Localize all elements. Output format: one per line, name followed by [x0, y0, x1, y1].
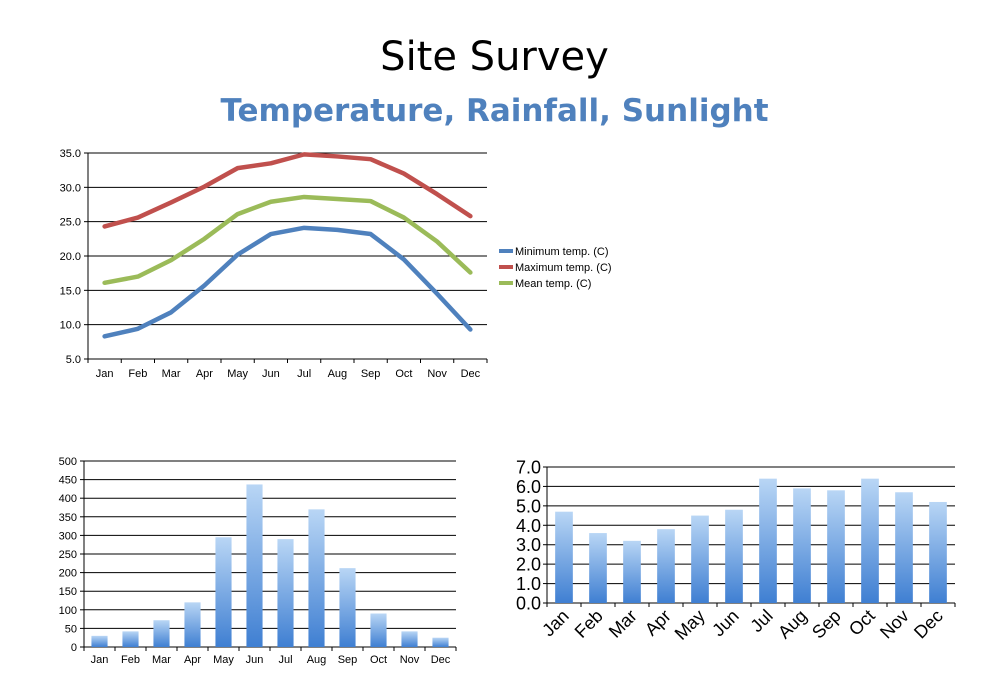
x-tick-label: Feb: [121, 654, 140, 666]
x-tick-label: Sep: [338, 654, 358, 666]
bar: [246, 484, 263, 647]
x-tick-label: Sep: [361, 368, 381, 380]
x-tick-label: Oct: [845, 606, 879, 640]
bar: [691, 515, 709, 603]
series-line: [102, 152, 473, 229]
x-tick-label: Mar: [152, 654, 171, 666]
x-tick-label: May: [227, 368, 248, 380]
x-tick-label: Oct: [370, 654, 387, 666]
x-tick-label: Nov: [400, 654, 420, 666]
x-tick-label: Jul: [278, 654, 292, 666]
y-tick-label: 20.0: [60, 251, 81, 263]
bar: [895, 492, 913, 603]
x-tick-label: Mar: [605, 606, 641, 642]
y-tick-label: 4.0: [516, 516, 541, 536]
x-tick-label: Jan: [538, 606, 573, 641]
y-tick-label: 35.0: [60, 148, 81, 160]
bar: [725, 509, 743, 603]
bar: [308, 509, 325, 647]
page-title: Site Survey: [380, 34, 609, 80]
bar: [339, 568, 356, 647]
x-tick-label: Jul: [297, 368, 311, 380]
y-tick-label: 0: [71, 642, 77, 654]
bar: [370, 613, 387, 647]
page-subtitle: Temperature, Rainfall, Sunlight: [220, 93, 769, 129]
y-tick-label: 10.0: [60, 320, 81, 332]
x-tick-label: Jun: [708, 606, 743, 641]
bar: [215, 537, 232, 647]
x-tick-label: Mar: [162, 368, 181, 380]
y-tick-label: 350: [59, 512, 77, 524]
x-tick-label: Jun: [262, 368, 280, 380]
y-tick-label: 5.0: [66, 354, 81, 366]
y-tick-label: 500: [59, 456, 77, 468]
x-tick-label: Nov: [876, 606, 913, 643]
series-line: [102, 225, 473, 339]
x-tick-label: Jan: [96, 368, 114, 380]
x-tick-label: Aug: [307, 654, 327, 666]
bar: [589, 533, 607, 603]
y-tick-label: 30.0: [60, 182, 81, 194]
x-tick-label: May: [213, 654, 234, 666]
y-tick-label: 450: [59, 475, 77, 487]
bar: [827, 490, 845, 603]
bar: [153, 620, 170, 647]
bar: [184, 602, 201, 647]
x-tick-label: Nov: [427, 368, 447, 380]
bar: [929, 501, 947, 603]
x-tick-label: Dec: [461, 368, 481, 380]
x-tick-label: Feb: [571, 606, 607, 642]
bar: [793, 488, 811, 603]
bar: [623, 540, 641, 603]
y-tick-label: 5.0: [516, 496, 541, 516]
x-tick-label: Aug: [774, 606, 811, 643]
x-tick-label: Apr: [641, 606, 675, 640]
bar: [277, 539, 294, 647]
x-tick-label: Oct: [395, 368, 412, 380]
x-tick-label: May: [671, 606, 709, 644]
bar: [432, 637, 449, 647]
x-tick-label: Aug: [328, 368, 348, 380]
y-tick-label: 50: [65, 623, 77, 635]
y-tick-label: 400: [59, 493, 77, 505]
y-tick-label: 7.0: [516, 457, 541, 477]
y-tick-label: 2.0: [516, 555, 541, 575]
legend-label: Minimum temp. (C): [515, 246, 609, 258]
y-tick-label: 15.0: [60, 285, 81, 297]
series-line: [102, 194, 473, 286]
bar: [91, 635, 108, 647]
bar: [759, 478, 777, 603]
bar: [861, 478, 879, 603]
y-tick-label: 250: [59, 549, 77, 561]
y-tick-label: 3.0: [516, 535, 541, 555]
x-tick-label: Sep: [808, 606, 845, 643]
x-tick-label: Jun: [246, 654, 264, 666]
x-tick-label: Dec: [431, 654, 451, 666]
y-tick-label: 6.0: [516, 477, 541, 497]
legend-label: Mean temp. (C): [515, 278, 591, 290]
x-tick-label: Jul: [746, 606, 776, 636]
y-tick-label: 100: [59, 605, 77, 617]
bar: [122, 631, 139, 647]
bar: [657, 529, 675, 603]
x-tick-label: Dec: [910, 606, 947, 643]
legend-label: Maximum temp. (C): [515, 262, 612, 274]
x-tick-label: Feb: [128, 368, 147, 380]
legend: Minimum temp. (C) Maximum temp. (C) Mean t…: [499, 246, 612, 290]
y-tick-label: 25.0: [60, 217, 81, 229]
y-tick-label: 150: [59, 586, 77, 598]
temperature-line-chart: 5.0 10.0 15.0 20.0 25.0 30.0 35.0 Jan Feb Mar Apr M…: [60, 148, 612, 380]
y-tick-label: 300: [59, 530, 77, 542]
bar: [401, 631, 418, 647]
rainfall-bar-chart: 0 50 100 150 200 250 300 350 400 450 500 Jan Feb Mar A…: [59, 456, 457, 666]
y-tick-label: 0.0: [516, 593, 541, 613]
x-tick-label: Apr: [184, 654, 201, 666]
x-tick-label: Jan: [91, 654, 109, 666]
y-tick-label: 1.0: [516, 574, 541, 594]
y-tick-label: 200: [59, 568, 77, 580]
x-tick-label: Apr: [196, 368, 213, 380]
bar: [555, 511, 573, 603]
